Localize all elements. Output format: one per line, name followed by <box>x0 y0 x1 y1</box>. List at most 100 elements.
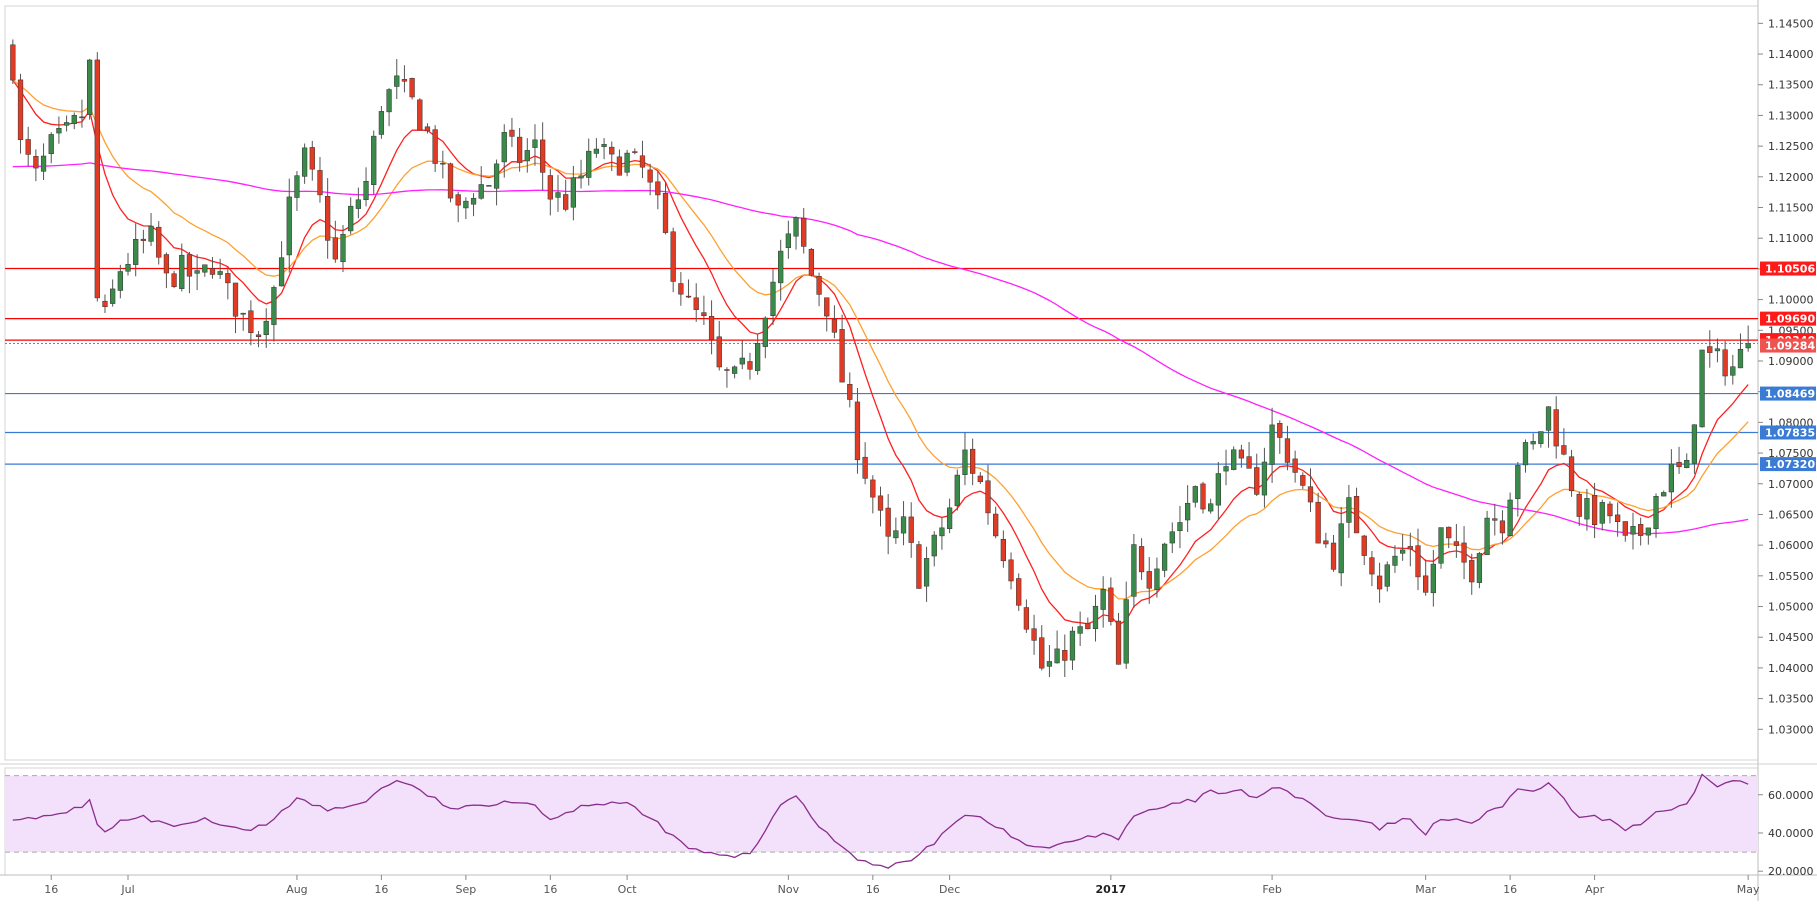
candle-up[interactable] <box>463 200 469 209</box>
candle-down[interactable] <box>1707 346 1713 353</box>
candle-down[interactable] <box>1446 526 1452 539</box>
candle-down[interactable] <box>1315 501 1321 544</box>
candle-up[interactable] <box>1261 461 1268 496</box>
candle-down[interactable] <box>1423 575 1429 593</box>
candle-down[interactable] <box>801 217 807 247</box>
candle-down[interactable] <box>854 401 861 461</box>
candle-down[interactable] <box>432 129 438 164</box>
candle-up[interactable] <box>1714 348 1721 352</box>
candle-down[interactable] <box>1031 628 1037 641</box>
candle-up[interactable] <box>63 122 70 126</box>
candle-up[interactable] <box>348 205 354 232</box>
candle-down[interactable] <box>1008 559 1014 582</box>
candle-up[interactable] <box>1161 543 1168 571</box>
candle-down[interactable] <box>862 456 868 479</box>
candle-down[interactable] <box>1323 540 1329 545</box>
candle-up[interactable] <box>1515 465 1521 500</box>
candle-up[interactable] <box>440 162 446 165</box>
candle-down[interactable] <box>1330 542 1337 570</box>
candle-up[interactable] <box>378 111 385 135</box>
candle-down[interactable] <box>993 513 999 537</box>
candle-down[interactable] <box>1146 571 1152 589</box>
candle-up[interactable] <box>555 192 561 198</box>
candle-up[interactable] <box>1215 473 1221 506</box>
candle-up[interactable] <box>1684 460 1690 468</box>
candle-up[interactable] <box>1737 348 1744 369</box>
candle-up[interactable] <box>1123 599 1129 664</box>
candle-down[interactable] <box>94 59 100 299</box>
candle-up[interactable] <box>624 152 630 173</box>
candle-down[interactable] <box>1277 422 1283 438</box>
candle-up[interactable] <box>470 197 477 205</box>
candle-up[interactable] <box>86 59 93 115</box>
candle-up[interactable] <box>1185 502 1191 521</box>
candle-down[interactable] <box>885 507 891 537</box>
candle-up[interactable] <box>785 233 791 248</box>
candle-down[interactable] <box>209 268 216 275</box>
candle-down[interactable] <box>163 254 170 274</box>
candle-up[interactable] <box>1745 343 1751 349</box>
candle-down[interactable] <box>102 300 108 307</box>
candle-up[interactable] <box>493 163 500 189</box>
candle-up[interactable] <box>263 320 269 336</box>
candle-down[interactable] <box>17 79 24 141</box>
candle-down[interactable] <box>1676 461 1682 468</box>
candle-up[interactable] <box>40 155 47 172</box>
candle-down[interactable] <box>171 273 177 287</box>
candle-up[interactable] <box>1131 544 1137 597</box>
candle-up[interactable] <box>301 147 308 177</box>
candle-up[interactable] <box>1100 588 1106 610</box>
candle-down[interactable] <box>670 231 676 282</box>
candle-down[interactable] <box>693 297 699 310</box>
candle-down[interactable] <box>1292 458 1298 473</box>
candle-up[interactable] <box>1530 441 1536 445</box>
candle-down[interactable] <box>678 283 684 295</box>
candle-up[interactable] <box>900 516 907 534</box>
candle-up[interactable] <box>478 184 484 199</box>
candle-down[interactable] <box>1085 622 1091 630</box>
candle-up[interactable] <box>271 287 277 325</box>
candle-down[interactable] <box>1607 503 1613 517</box>
candle-down[interactable] <box>1415 545 1421 578</box>
candle-up[interactable] <box>1223 466 1229 472</box>
candle-down[interactable] <box>240 312 246 315</box>
candle-up[interactable] <box>501 132 507 163</box>
candle-down[interactable] <box>309 147 315 170</box>
candle-up[interactable] <box>1092 605 1099 629</box>
candle-up[interactable] <box>1661 492 1667 497</box>
candle-down[interactable] <box>1376 575 1383 590</box>
candle-up[interactable] <box>1430 563 1436 594</box>
candle-down[interactable] <box>1361 535 1367 556</box>
candle-down[interactable] <box>332 237 338 260</box>
candle-up[interactable] <box>532 139 538 148</box>
candle-up[interactable] <box>1077 626 1083 634</box>
candle-down[interactable] <box>1614 514 1621 522</box>
candle-down[interactable] <box>808 248 815 276</box>
candle-down[interactable] <box>1138 546 1145 573</box>
candle-up[interactable] <box>71 115 77 124</box>
candle-up[interactable] <box>962 449 968 475</box>
candle-up[interactable] <box>762 317 768 347</box>
candle-down[interactable] <box>1407 546 1413 550</box>
candle-up[interactable] <box>601 144 607 147</box>
candle-down[interactable] <box>1300 475 1306 486</box>
candle-down[interactable] <box>516 136 523 163</box>
candle-down[interactable] <box>747 361 753 370</box>
candle-down[interactable] <box>232 282 239 317</box>
candle-down[interactable] <box>1115 620 1122 665</box>
candle-up[interactable] <box>1507 499 1513 537</box>
candle-down[interactable] <box>970 448 976 474</box>
candle-down[interactable] <box>1353 495 1360 534</box>
candle-up[interactable] <box>394 75 400 87</box>
candle-up[interactable] <box>1538 431 1544 444</box>
candle-up[interactable] <box>1645 527 1651 536</box>
candle-up[interactable] <box>1522 442 1529 466</box>
candle-up[interactable] <box>117 271 123 291</box>
candle-down[interactable] <box>1016 578 1022 606</box>
candle-up[interactable] <box>371 135 377 185</box>
candle-down[interactable] <box>140 238 147 241</box>
candle-down[interactable] <box>25 139 31 155</box>
candle-up[interactable] <box>1054 648 1060 664</box>
candle-up[interactable] <box>1154 568 1160 591</box>
candle-up[interactable] <box>179 254 185 290</box>
